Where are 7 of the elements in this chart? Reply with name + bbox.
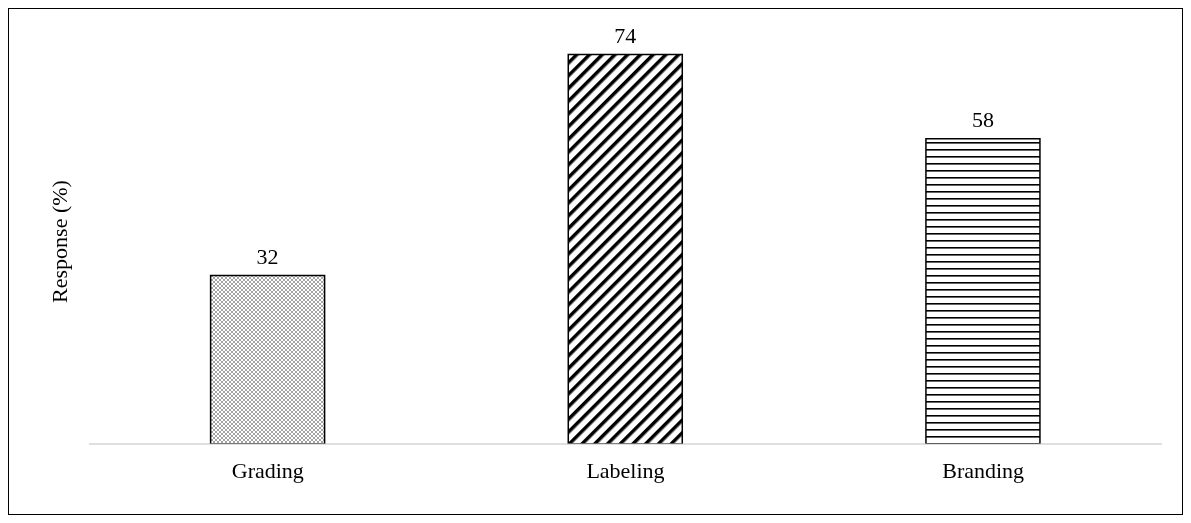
x-tick-label: Branding xyxy=(942,457,1025,483)
data-label: 32 xyxy=(256,243,279,269)
data-label: 74 xyxy=(614,22,637,48)
data-label: 58 xyxy=(971,106,994,132)
x-tick-label: Labeling xyxy=(586,457,665,483)
x-tick-label: Grading xyxy=(231,457,304,483)
y-axis-title: Response (%) xyxy=(46,180,72,303)
